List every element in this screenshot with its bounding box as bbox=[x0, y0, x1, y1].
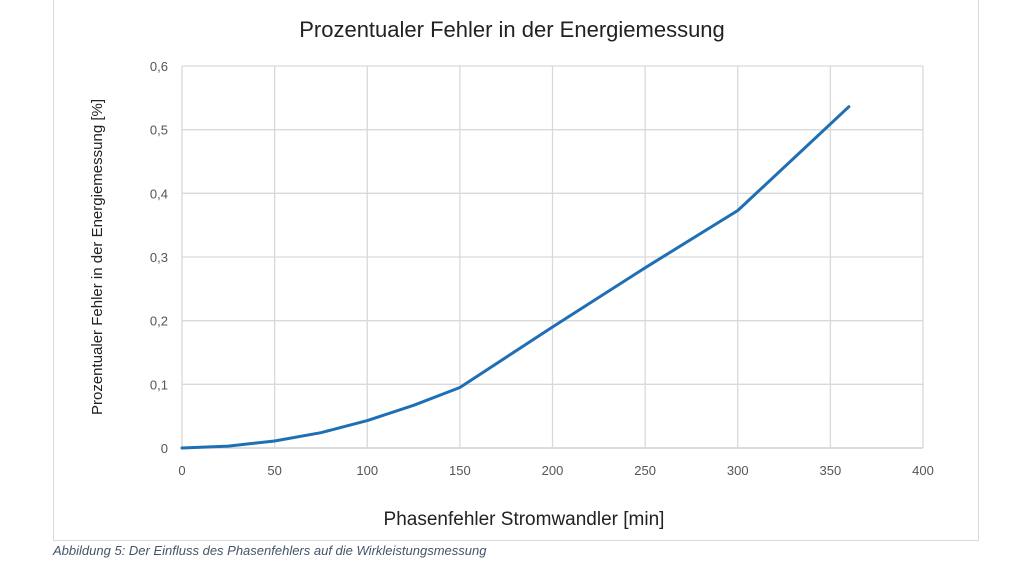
x-tick-label: 50 bbox=[267, 463, 281, 478]
x-tick-label: 300 bbox=[727, 463, 749, 478]
y-tick-label: 0,2 bbox=[150, 314, 168, 329]
y-tick-label: 0 bbox=[161, 441, 168, 456]
y-axis-label: Prozentualer Fehler in der Energiemessun… bbox=[89, 99, 106, 415]
x-tick-label: 0 bbox=[178, 463, 185, 478]
x-tick-label: 200 bbox=[542, 463, 564, 478]
x-tick-label: 350 bbox=[820, 463, 842, 478]
figure-caption: Abbildung 5: Der Einfluss des Phasenfehl… bbox=[53, 543, 487, 558]
grid bbox=[181, 65, 924, 449]
x-tick-label: 150 bbox=[449, 463, 471, 478]
series-group bbox=[180, 105, 851, 450]
chart-title: Prozentualer Fehler in der Energiemessun… bbox=[299, 17, 725, 42]
x-tick-label: 250 bbox=[634, 463, 656, 478]
y-tick-label: 0,6 bbox=[150, 59, 168, 74]
chart-frame bbox=[53, 0, 979, 541]
series-line bbox=[180, 105, 851, 450]
y-tick-labels: 0 0,1 0,2 0,3 0,4 0,5 0,6 bbox=[150, 59, 168, 456]
y-tick-label: 0,3 bbox=[150, 250, 168, 265]
y-tick-label: 0,1 bbox=[150, 377, 168, 392]
y-tick-label: 0,5 bbox=[150, 123, 168, 138]
y-tick-label: 0,4 bbox=[150, 186, 168, 201]
x-tick-label: 100 bbox=[356, 463, 378, 478]
x-axis-label: Phasenfehler Stromwandler [min] bbox=[384, 509, 665, 530]
x-tick-labels: 0 50 100 150 200 250 300 350 400 bbox=[178, 463, 933, 478]
x-tick-label: 400 bbox=[912, 463, 934, 478]
